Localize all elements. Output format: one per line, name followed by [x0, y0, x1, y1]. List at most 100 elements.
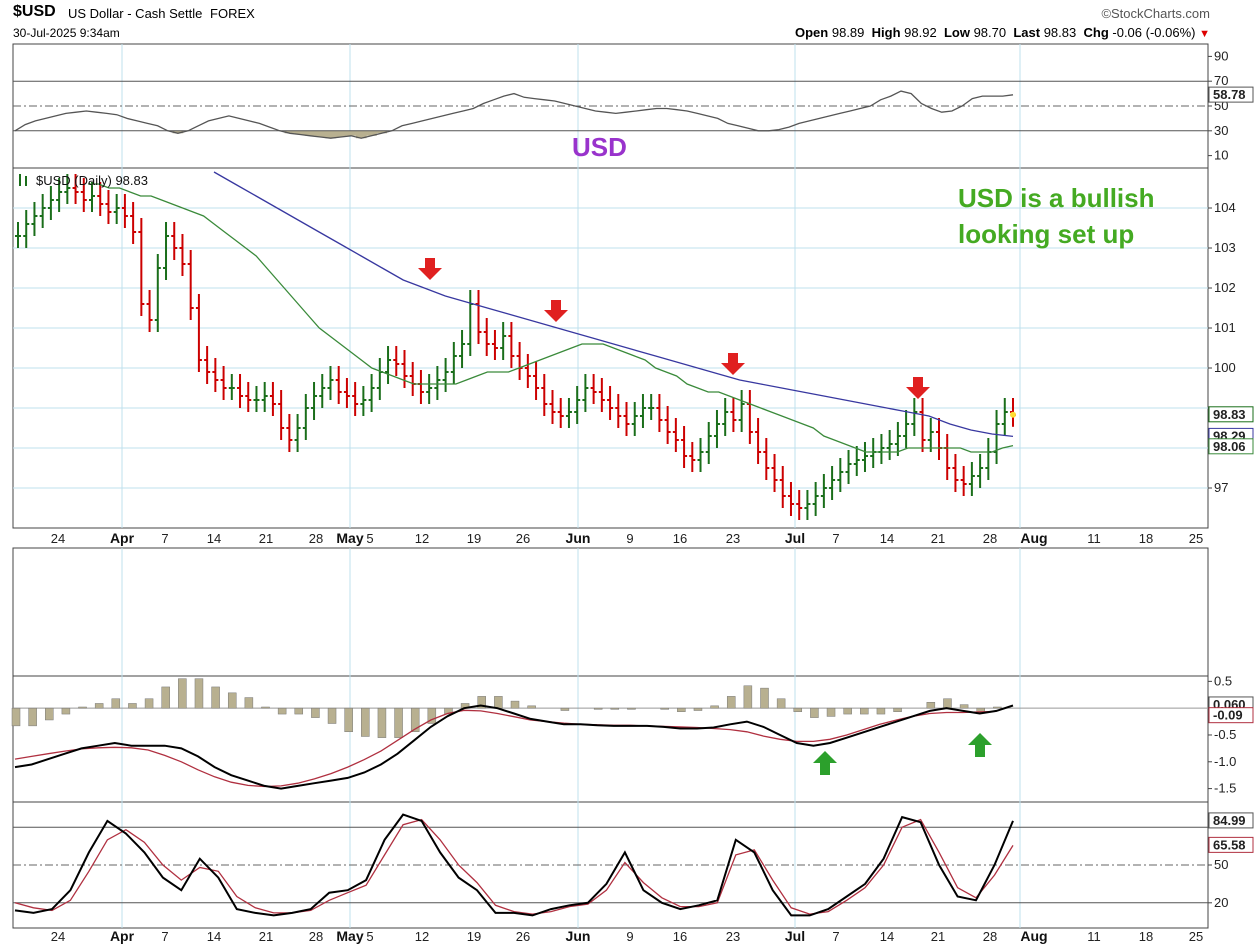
price-legend: $USD (Daily) 98.83	[36, 173, 148, 188]
macd-histogram-bar	[760, 687, 769, 709]
ma-fast-last-value-box	[1208, 438, 1254, 455]
price-tick-3: 101	[1214, 320, 1236, 335]
x-axis-label: 11	[1087, 929, 1101, 944]
x-axis-label: 16	[673, 929, 687, 944]
macd-histogram-bar	[494, 696, 503, 709]
macd-histogram-bar	[344, 707, 353, 733]
macd-histogram-bar	[893, 707, 902, 712]
macd-histogram-bar	[178, 678, 187, 709]
open-label: Open	[795, 25, 829, 40]
low-label: Low	[943, 25, 970, 40]
rsi-last-value: 58.78	[1213, 87, 1246, 102]
price-last-value-box	[1208, 406, 1254, 423]
macd-histogram-bar	[394, 707, 403, 738]
x-axis-label: 18	[1139, 531, 1153, 546]
macd-histogram-bar	[361, 707, 370, 737]
macd-histogram-bar	[444, 707, 453, 715]
down-arrow-icon	[418, 258, 442, 280]
ma-slow-line	[213, 171, 1014, 438]
rsi-last-value-box	[1208, 86, 1254, 103]
macd-histogram-bar	[510, 700, 520, 709]
x-axis-label: 28	[983, 929, 997, 944]
macd-histogram-bar	[261, 706, 270, 709]
x-axis-label: 5	[366, 929, 373, 944]
macd-histogram-bar	[943, 698, 952, 709]
x-axis-label: 9	[626, 929, 633, 944]
price-last-value: 98.83	[1213, 407, 1246, 422]
down-triangle-icon: ▼	[1199, 28, 1210, 40]
x-axis-label: 7	[832, 531, 839, 546]
macd-histogram-bar	[560, 707, 570, 711]
macd-histogram-bar	[244, 697, 254, 709]
macd-histogram-bar	[194, 678, 204, 709]
macd-histogram-bar	[11, 707, 21, 727]
x-axis-label: 14	[880, 531, 894, 546]
macd-histogram-bar	[311, 707, 320, 718]
macd-histogram-bar	[677, 707, 686, 712]
macd-histogram-bar	[111, 698, 121, 709]
macd-panel: 0.5-0.5-1.0-1.50.060-0.09	[11, 673, 1254, 796]
bullish-text-line1: USD is a bullish	[958, 183, 1155, 213]
macd-signal-last-value-box	[1208, 707, 1254, 724]
macd-histogram-bar	[28, 707, 37, 727]
macd-histogram-bar	[410, 707, 420, 733]
x-axis-label: 9	[626, 531, 633, 546]
stoch-k-line	[14, 813, 1014, 917]
x-axis-label: Aug	[1020, 928, 1047, 944]
macd-histogram-bar	[527, 705, 536, 709]
macd-histogram-bar	[327, 707, 337, 724]
x-axis-label: 28	[309, 531, 323, 546]
macd-histogram-bar	[377, 707, 387, 738]
symbol-title: $USD	[13, 3, 56, 20]
x-axis-label: May	[336, 928, 363, 944]
x-axis-label: Jun	[566, 530, 591, 546]
macd-histogram-bar	[926, 702, 936, 709]
macd-histogram-bar	[144, 698, 154, 709]
x-axis-label: Jul	[785, 928, 805, 944]
x-axis-label: Jul	[785, 530, 805, 546]
ma-fast-line	[88, 183, 1014, 453]
rsi-tick-3: 30	[1214, 123, 1228, 138]
x-axis-label: 21	[931, 929, 945, 944]
stoch-d-last-value: 65.58	[1213, 837, 1246, 852]
panel-frames	[12, 43, 1209, 929]
ma-fast-last-value: 98.06	[1213, 439, 1246, 454]
stoch-k-last-value: 84.99	[1213, 813, 1246, 828]
macd-histogram-bar	[693, 707, 703, 711]
open-value: 98.89	[831, 25, 865, 40]
x-axis-label: May	[336, 530, 363, 546]
x-axis-label: 18	[1139, 929, 1153, 944]
chart-header: $USD US Dollar - Cash Settle FOREX ©Stoc…	[0, 0, 1254, 44]
macd-histogram-bar	[294, 707, 304, 715]
x-axis-label: 7	[161, 929, 168, 944]
stoch-d-line	[14, 818, 1014, 915]
macd-histogram-bar	[593, 707, 603, 710]
high-label: High	[871, 25, 901, 40]
x-axis-label: 5	[366, 531, 373, 546]
x-axis-label: Jun	[566, 928, 591, 944]
low-value: 98.70	[973, 25, 1007, 40]
macd-histogram-bar	[94, 703, 104, 709]
macd-frame	[12, 675, 1209, 803]
x-axis-label: 26	[516, 929, 530, 944]
last-value: 98.83	[1043, 25, 1077, 40]
annotations: USD USD is a bullish looking set up $USD…	[36, 132, 1155, 249]
usd-label: USD	[572, 132, 627, 162]
stoch-tick-0: 50	[1214, 857, 1228, 872]
brand-logo: ©StockCharts.com	[1101, 6, 1210, 21]
x-axis-label: 14	[207, 531, 221, 546]
macd-histogram-bar	[78, 706, 87, 709]
x-axis-label: 12	[415, 531, 429, 546]
symbol-description: US Dollar - Cash Settle FOREX	[68, 6, 255, 21]
macd-tick-1: -0.5	[1214, 727, 1236, 742]
macd-tick-3: -1.5	[1214, 781, 1236, 796]
x-axis-label: Apr	[110, 928, 135, 944]
x-axis-label: 14	[207, 929, 221, 944]
x-axis-label: 11	[1087, 531, 1101, 546]
macd-histogram-bar	[427, 707, 437, 724]
macd-tick-0: 0.5	[1214, 673, 1232, 688]
macd-signal-last-value: -0.09	[1213, 708, 1243, 723]
x-axis-label: 19	[467, 531, 481, 546]
